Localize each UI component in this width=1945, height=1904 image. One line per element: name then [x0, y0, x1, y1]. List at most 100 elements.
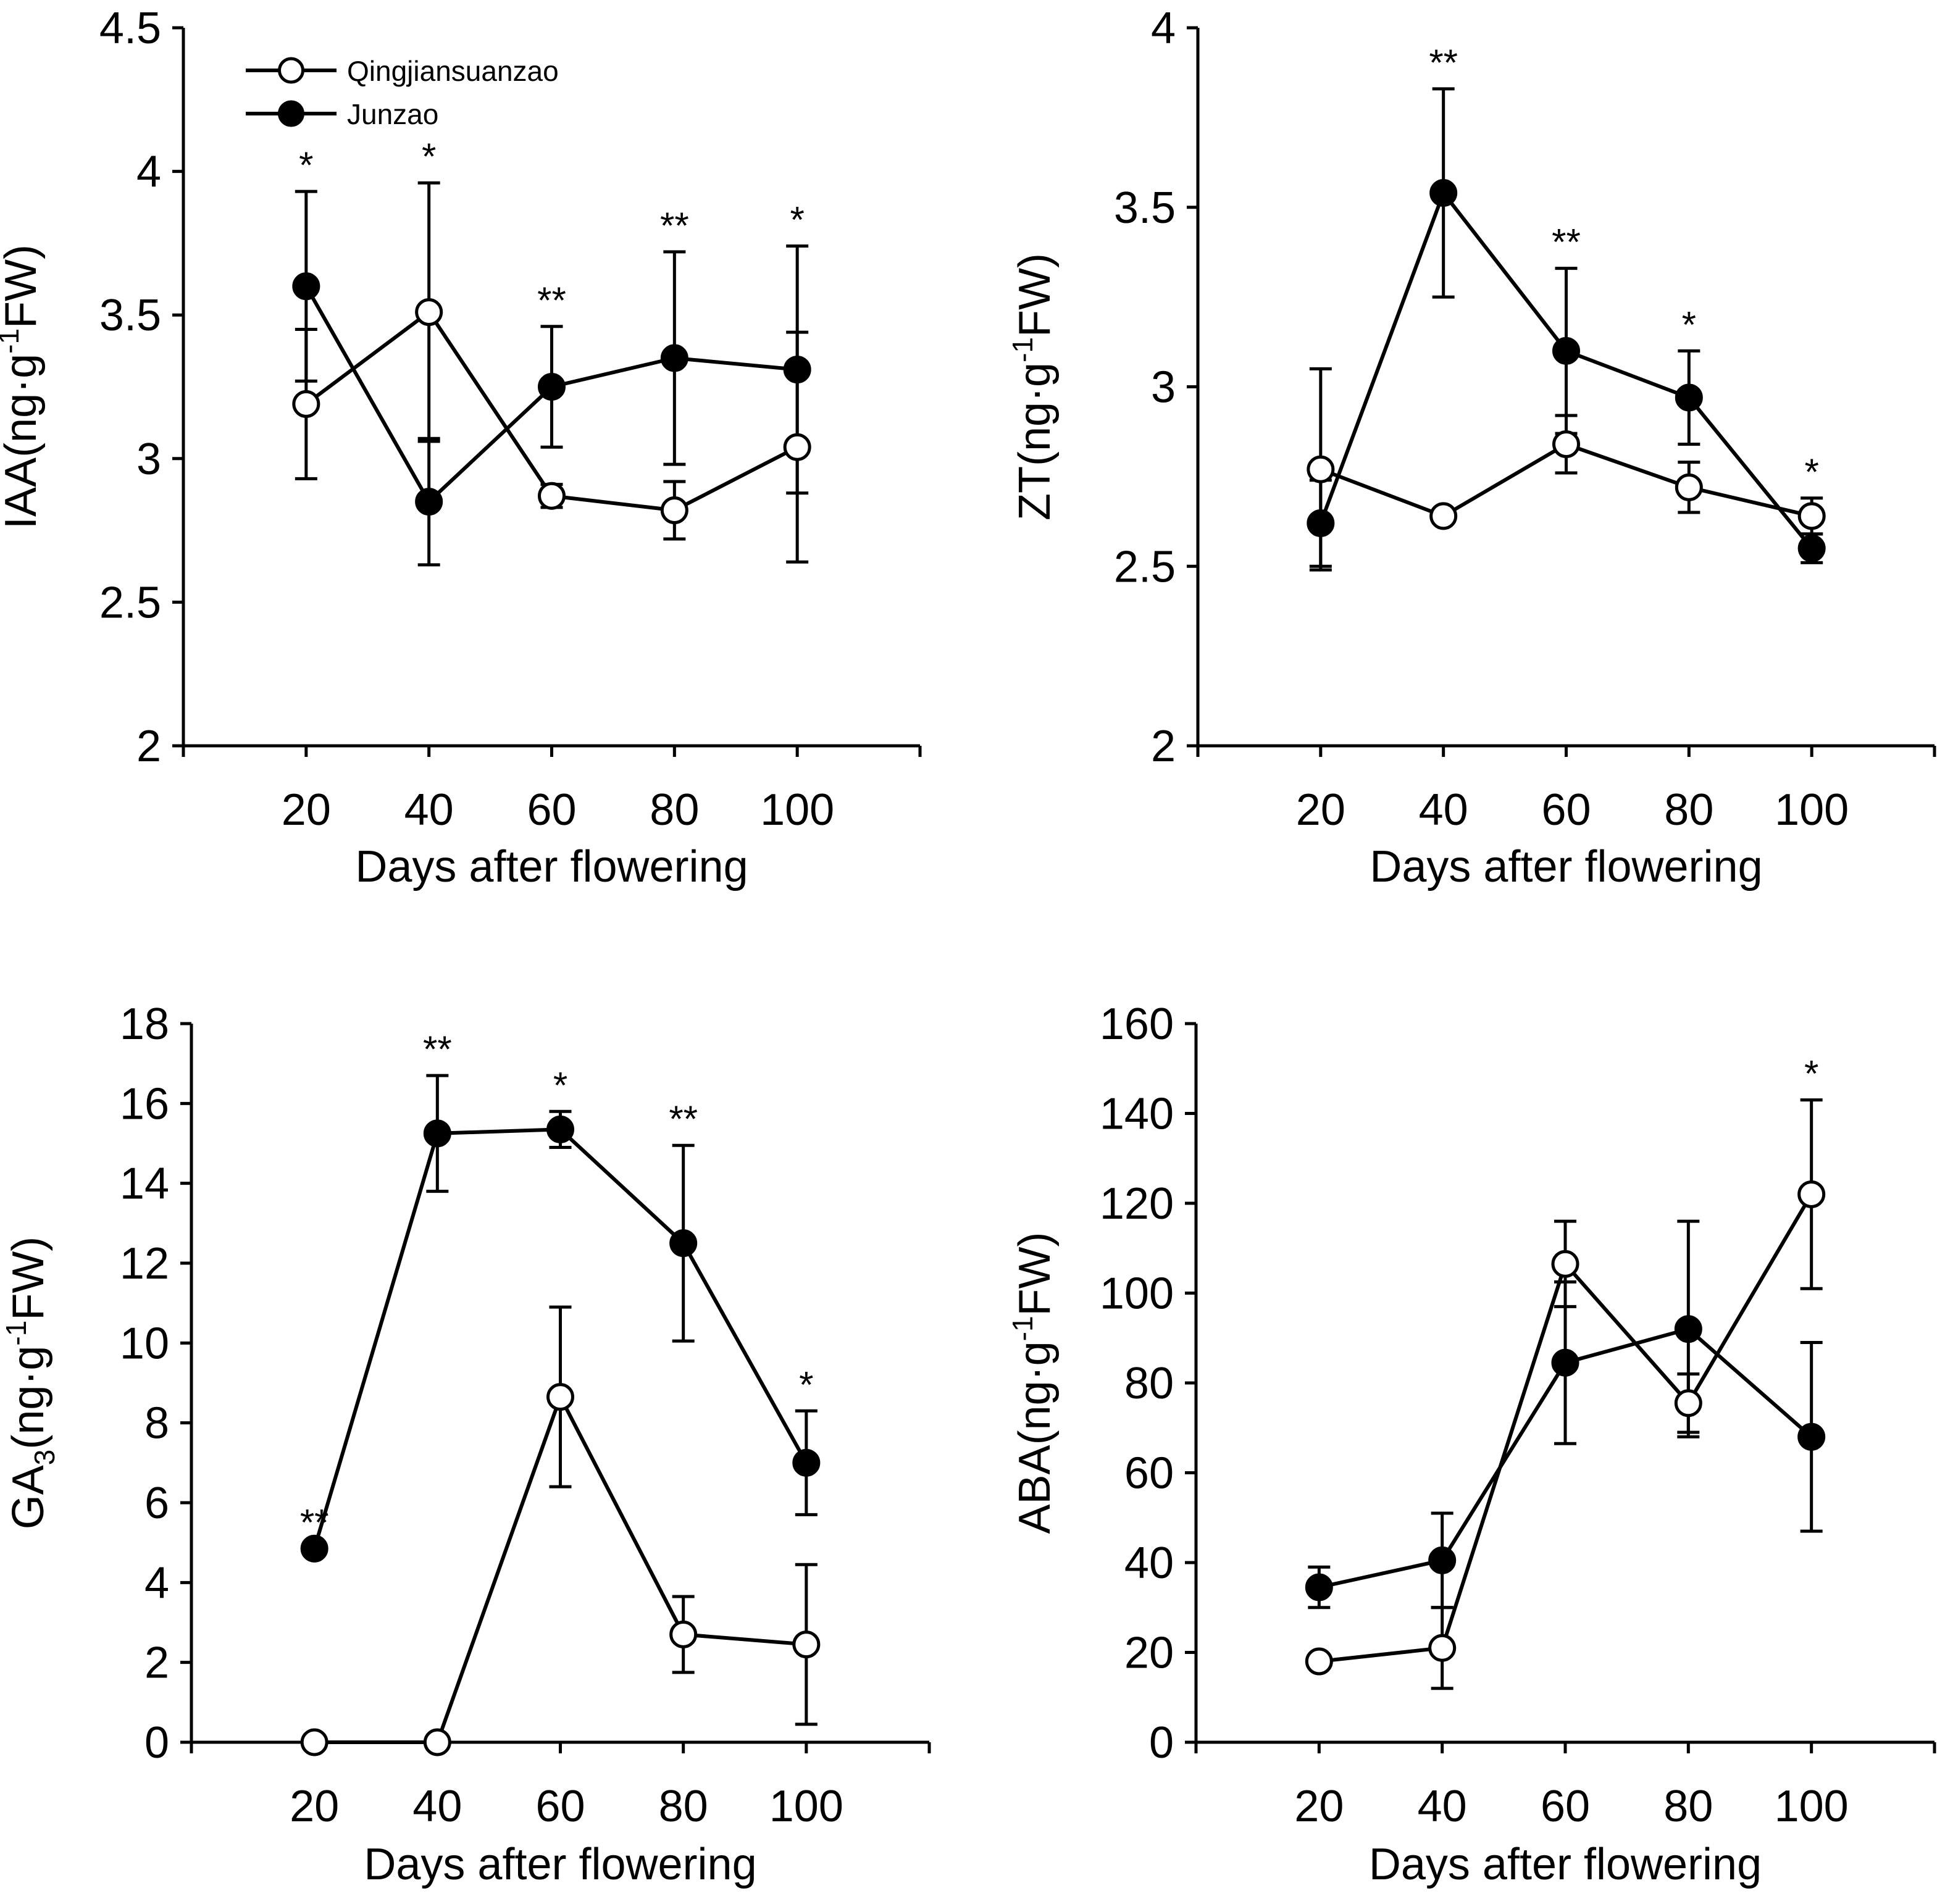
y-tick-label: 2.5: [99, 578, 161, 627]
y-axis-title: ABA(ng·g-1FW): [1006, 1232, 1060, 1534]
y-tick-label: 20: [1124, 1629, 1174, 1678]
y-tick-label: 80: [1124, 1359, 1174, 1408]
data-point-junzao: [538, 373, 566, 401]
y-axis-title-text: ABA(ng·g: [1010, 1341, 1060, 1534]
y-axis-title-superscript: -1: [1006, 1316, 1039, 1341]
data-point-qingjiansuanzao: [292, 390, 320, 418]
data-point-junzao: [292, 272, 320, 301]
x-tick-label: 100: [769, 1782, 843, 1831]
y-axis-title: GA3(ng·g-1FW): [0, 1237, 61, 1530]
data-point-junzao: [783, 356, 811, 384]
data-point-qingjiansuanzao: [1675, 473, 1703, 501]
data-point-junzao: [423, 1119, 451, 1148]
legend: Qingjiansuanzao Junzao: [246, 55, 559, 130]
data-point-junzao: [1797, 1422, 1826, 1451]
data-point-junzao: [669, 1229, 698, 1258]
y-axis-title-text: FW): [1010, 1232, 1060, 1316]
data-point-junzao: [546, 1115, 574, 1143]
data-point-junzao: [1551, 1348, 1579, 1377]
y-tick-label: 14: [120, 1159, 169, 1209]
y-axis-title-text: FW): [1010, 253, 1060, 337]
y-tick-label: 120: [1100, 1179, 1174, 1229]
data-point-junzao: [415, 488, 443, 516]
y-tick-label: 2.5: [1114, 542, 1176, 591]
y-tick-label: 4: [1151, 4, 1176, 53]
data-point-qingjiansuanzao: [538, 482, 566, 510]
x-tick-label: 40: [412, 1782, 462, 1831]
y-axis-title-text: FW): [4, 1237, 53, 1321]
x-tick-label: 60: [1541, 785, 1591, 835]
y-tick-label: 10: [120, 1319, 169, 1368]
data-point-qingjiansuanzao: [546, 1383, 574, 1411]
y-tick-label: 18: [120, 1000, 169, 1049]
significance-marker: *: [1804, 1053, 1818, 1095]
x-tick-label: 100: [760, 785, 834, 835]
significance-marker: **: [537, 280, 566, 321]
data-point-qingjiansuanzao: [1797, 1180, 1826, 1208]
data-point-qingjiansuanzao: [660, 496, 688, 525]
y-tick-label: 12: [120, 1239, 169, 1288]
y-axis-title-superscript: -1: [0, 1321, 32, 1346]
y-tick-label: 3.5: [1114, 183, 1176, 233]
y-axis-title-text: GA: [4, 1465, 53, 1529]
y-tick-label: 2: [136, 722, 161, 771]
significance-marker: *: [1682, 304, 1696, 345]
y-tick-label: 60: [1124, 1449, 1174, 1498]
y-tick-label: 3.5: [99, 291, 161, 340]
y-tick-label: 3: [1151, 363, 1176, 412]
data-point-qingjiansuanzao: [792, 1631, 821, 1659]
significance-marker: **: [660, 205, 689, 246]
significance-marker: *: [422, 136, 436, 177]
y-tick-label: 8: [144, 1399, 169, 1448]
x-tick-label: 60: [1541, 1782, 1590, 1831]
data-point-qingjiansuanzao: [1307, 455, 1335, 483]
significance-marker: *: [299, 144, 313, 186]
y-tick-label: 6: [144, 1479, 169, 1528]
data-point-junzao: [1428, 1546, 1457, 1574]
significance-marker: **: [1552, 222, 1581, 263]
x-axis-title: Days after flowering: [1370, 842, 1762, 891]
data-point-qingjiansuanzao: [783, 433, 811, 461]
data-point-qingjiansuanzao: [1305, 1647, 1333, 1676]
chart-panel-ga3: 0 2 4 6 8 10 12 14 16 18 20 40 60 80 100 Days after flo…: [0, 1000, 931, 1889]
x-tick-label: 80: [1664, 785, 1713, 835]
significance-marker: *: [1804, 451, 1818, 493]
y-tick-label: 4: [144, 1558, 169, 1608]
legend-marker-qingjiansuanzao: [278, 57, 304, 84]
y-tick-label: 100: [1100, 1269, 1174, 1319]
data-point-junzao: [300, 1534, 328, 1563]
x-tick-label: 40: [1418, 1782, 1467, 1831]
data-point-qingjiansuanzao: [1429, 502, 1458, 530]
x-axis-title: Days after flowering: [355, 842, 748, 891]
data-point-qingjiansuanzao: [1797, 502, 1826, 530]
data-point-qingjiansuanzao: [415, 298, 443, 327]
x-tick-label: 80: [650, 785, 699, 835]
x-tick-label: 100: [1775, 1782, 1849, 1831]
data-point-qingjiansuanzao: [1428, 1634, 1457, 1662]
significance-marker: *: [799, 1364, 813, 1405]
data-point-qingjiansuanzao: [423, 1728, 451, 1756]
y-axis-title-superscript: -1: [0, 328, 25, 354]
data-point-qingjiansuanzao: [1674, 1389, 1702, 1418]
y-axis-title-superscript: -1: [1006, 337, 1039, 362]
significance-marker: **: [1429, 42, 1458, 83]
significance-marker: **: [423, 1029, 452, 1070]
y-tick-label: 140: [1100, 1090, 1174, 1139]
legend-label-qingjiansuanzao: Qingjiansuanzao: [347, 55, 559, 87]
data-point-qingjiansuanzao: [1552, 430, 1580, 459]
y-tick-label: 0: [144, 1718, 169, 1768]
y-tick-label: 16: [120, 1079, 169, 1129]
data-point-junzao: [1675, 383, 1703, 412]
x-tick-label: 20: [290, 1782, 339, 1831]
data-point-junzao: [792, 1448, 821, 1477]
data-point-junzao: [1429, 178, 1458, 207]
data-point-qingjiansuanzao: [300, 1728, 328, 1756]
significance-marker: *: [553, 1064, 567, 1106]
data-point-junzao: [1552, 336, 1580, 365]
y-axis-title-text: IAA(ng·g: [0, 354, 46, 529]
y-axis-title-text: FW): [0, 244, 46, 328]
y-tick-label: 160: [1100, 1000, 1174, 1049]
y-axis-title-text: ZT(ng·g: [1010, 362, 1060, 520]
